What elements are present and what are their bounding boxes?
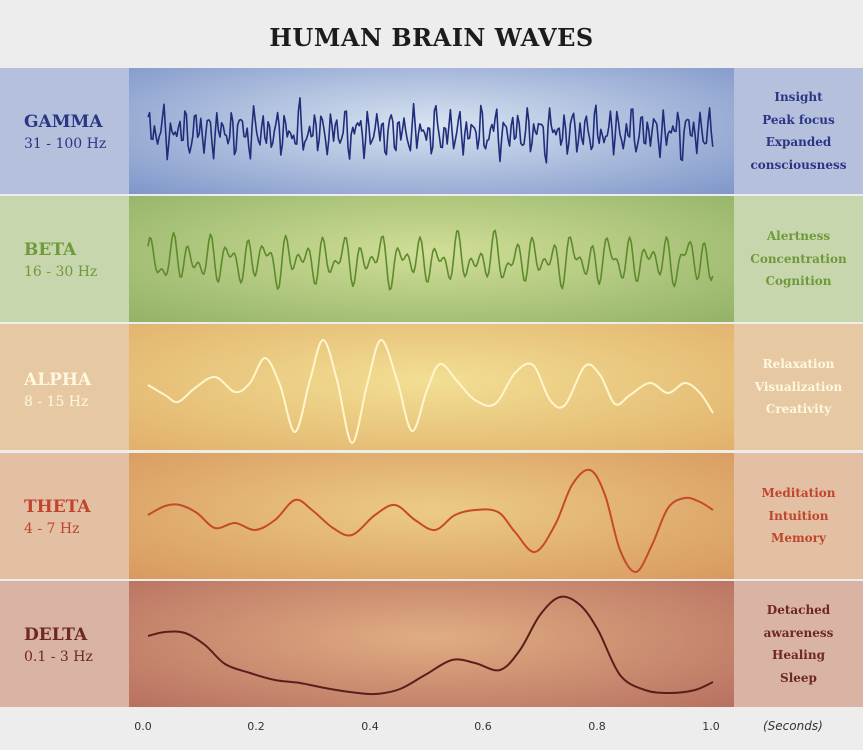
diagram-title: HUMAN BRAIN WAVES xyxy=(269,23,594,52)
band-gamma: GAMMA 31 - 100 Hz Insight Peak focus Expande… xyxy=(0,68,863,194)
band-descriptor: consciousness xyxy=(750,157,847,172)
band-descriptor: Relaxation xyxy=(762,357,835,372)
band-label-panel: BETA 16 - 30 Hz xyxy=(0,196,129,322)
band-label-panel: ALPHA 8 - 15 Hz xyxy=(0,324,129,450)
band-name: BETA xyxy=(24,240,77,260)
band-wave-plot xyxy=(129,68,734,194)
band-wave-plot xyxy=(129,196,734,322)
band-descriptor-panel: Insight Peak focus Expanded consciousness xyxy=(734,68,863,194)
band-name: THETA xyxy=(24,497,91,517)
band-frequency: 0.1 - 3 Hz xyxy=(24,649,93,665)
band-descriptor: Detached xyxy=(766,603,831,617)
band-name: DELTA xyxy=(24,625,88,645)
band-wave-plot xyxy=(129,324,734,450)
band-descriptor-panel: Meditation Intuition Memory xyxy=(734,453,863,579)
band-descriptor: Healing xyxy=(772,648,825,662)
x-axis-tick: 1.0 xyxy=(702,720,720,733)
x-axis-unit-label: (Seconds) xyxy=(763,719,823,733)
band-descriptor: Expanded xyxy=(765,135,832,149)
band-wave-plot xyxy=(129,453,734,579)
band-descriptor-panel: Detached awareness Healing Sleep xyxy=(734,581,863,707)
band-wave-plot xyxy=(129,581,734,707)
band-descriptor: awareness xyxy=(763,625,834,640)
band-beta: BETA 16 - 30 Hz Alertness Concentration Cogn… xyxy=(0,196,863,322)
band-name: GAMMA xyxy=(24,112,103,132)
band-name: ALPHA xyxy=(24,370,92,390)
band-descriptor: Insight xyxy=(774,90,823,104)
band-descriptor: Creativity xyxy=(765,402,832,417)
band-alpha: ALPHA 8 - 15 Hz Relaxation Visualization Cre… xyxy=(0,324,863,450)
x-axis-tick: 0.0 xyxy=(134,720,152,733)
band-frequency: 8 - 15 Hz xyxy=(24,394,89,410)
band-label-panel: THETA 4 - 7 Hz xyxy=(0,453,129,579)
band-descriptor-panel: Relaxation Visualization Creativity xyxy=(734,324,863,450)
band-theta: THETA 4 - 7 Hz Meditation Intuition Memory xyxy=(0,453,863,579)
band-frequency: 31 - 100 Hz xyxy=(24,136,107,152)
band-frequency: 16 - 30 Hz xyxy=(24,264,98,280)
band-descriptor: Peak focus xyxy=(762,112,835,127)
band-descriptor: Alertness xyxy=(766,229,831,244)
band-descriptor: Concentration xyxy=(750,251,847,266)
band-descriptor: Meditation xyxy=(761,486,836,501)
band-descriptor: Intuition xyxy=(768,508,829,523)
band-delta: DELTA 0.1 - 3 Hz Detached awareness Healing S… xyxy=(0,581,863,707)
band-frequency: 4 - 7 Hz xyxy=(24,521,80,537)
x-axis: 0.0 0.2 0.4 0.6 0.8 1.0 (Seconds) xyxy=(0,710,863,750)
x-axis-tick: 0.2 xyxy=(247,720,265,733)
x-axis-tick: 0.8 xyxy=(588,720,606,733)
x-axis-tick: 0.4 xyxy=(361,720,379,733)
band-label-panel: DELTA 0.1 - 3 Hz xyxy=(0,581,129,707)
band-descriptor: Sleep xyxy=(780,670,817,685)
band-label-panel: GAMMA 31 - 100 Hz xyxy=(0,68,129,194)
band-descriptor: Cognition xyxy=(765,274,832,289)
band-descriptor-panel: Alertness Concentration Cognition xyxy=(734,196,863,322)
band-descriptor: Visualization xyxy=(754,379,843,394)
x-axis-tick: 0.6 xyxy=(474,720,492,733)
band-descriptor: Memory xyxy=(771,531,826,546)
